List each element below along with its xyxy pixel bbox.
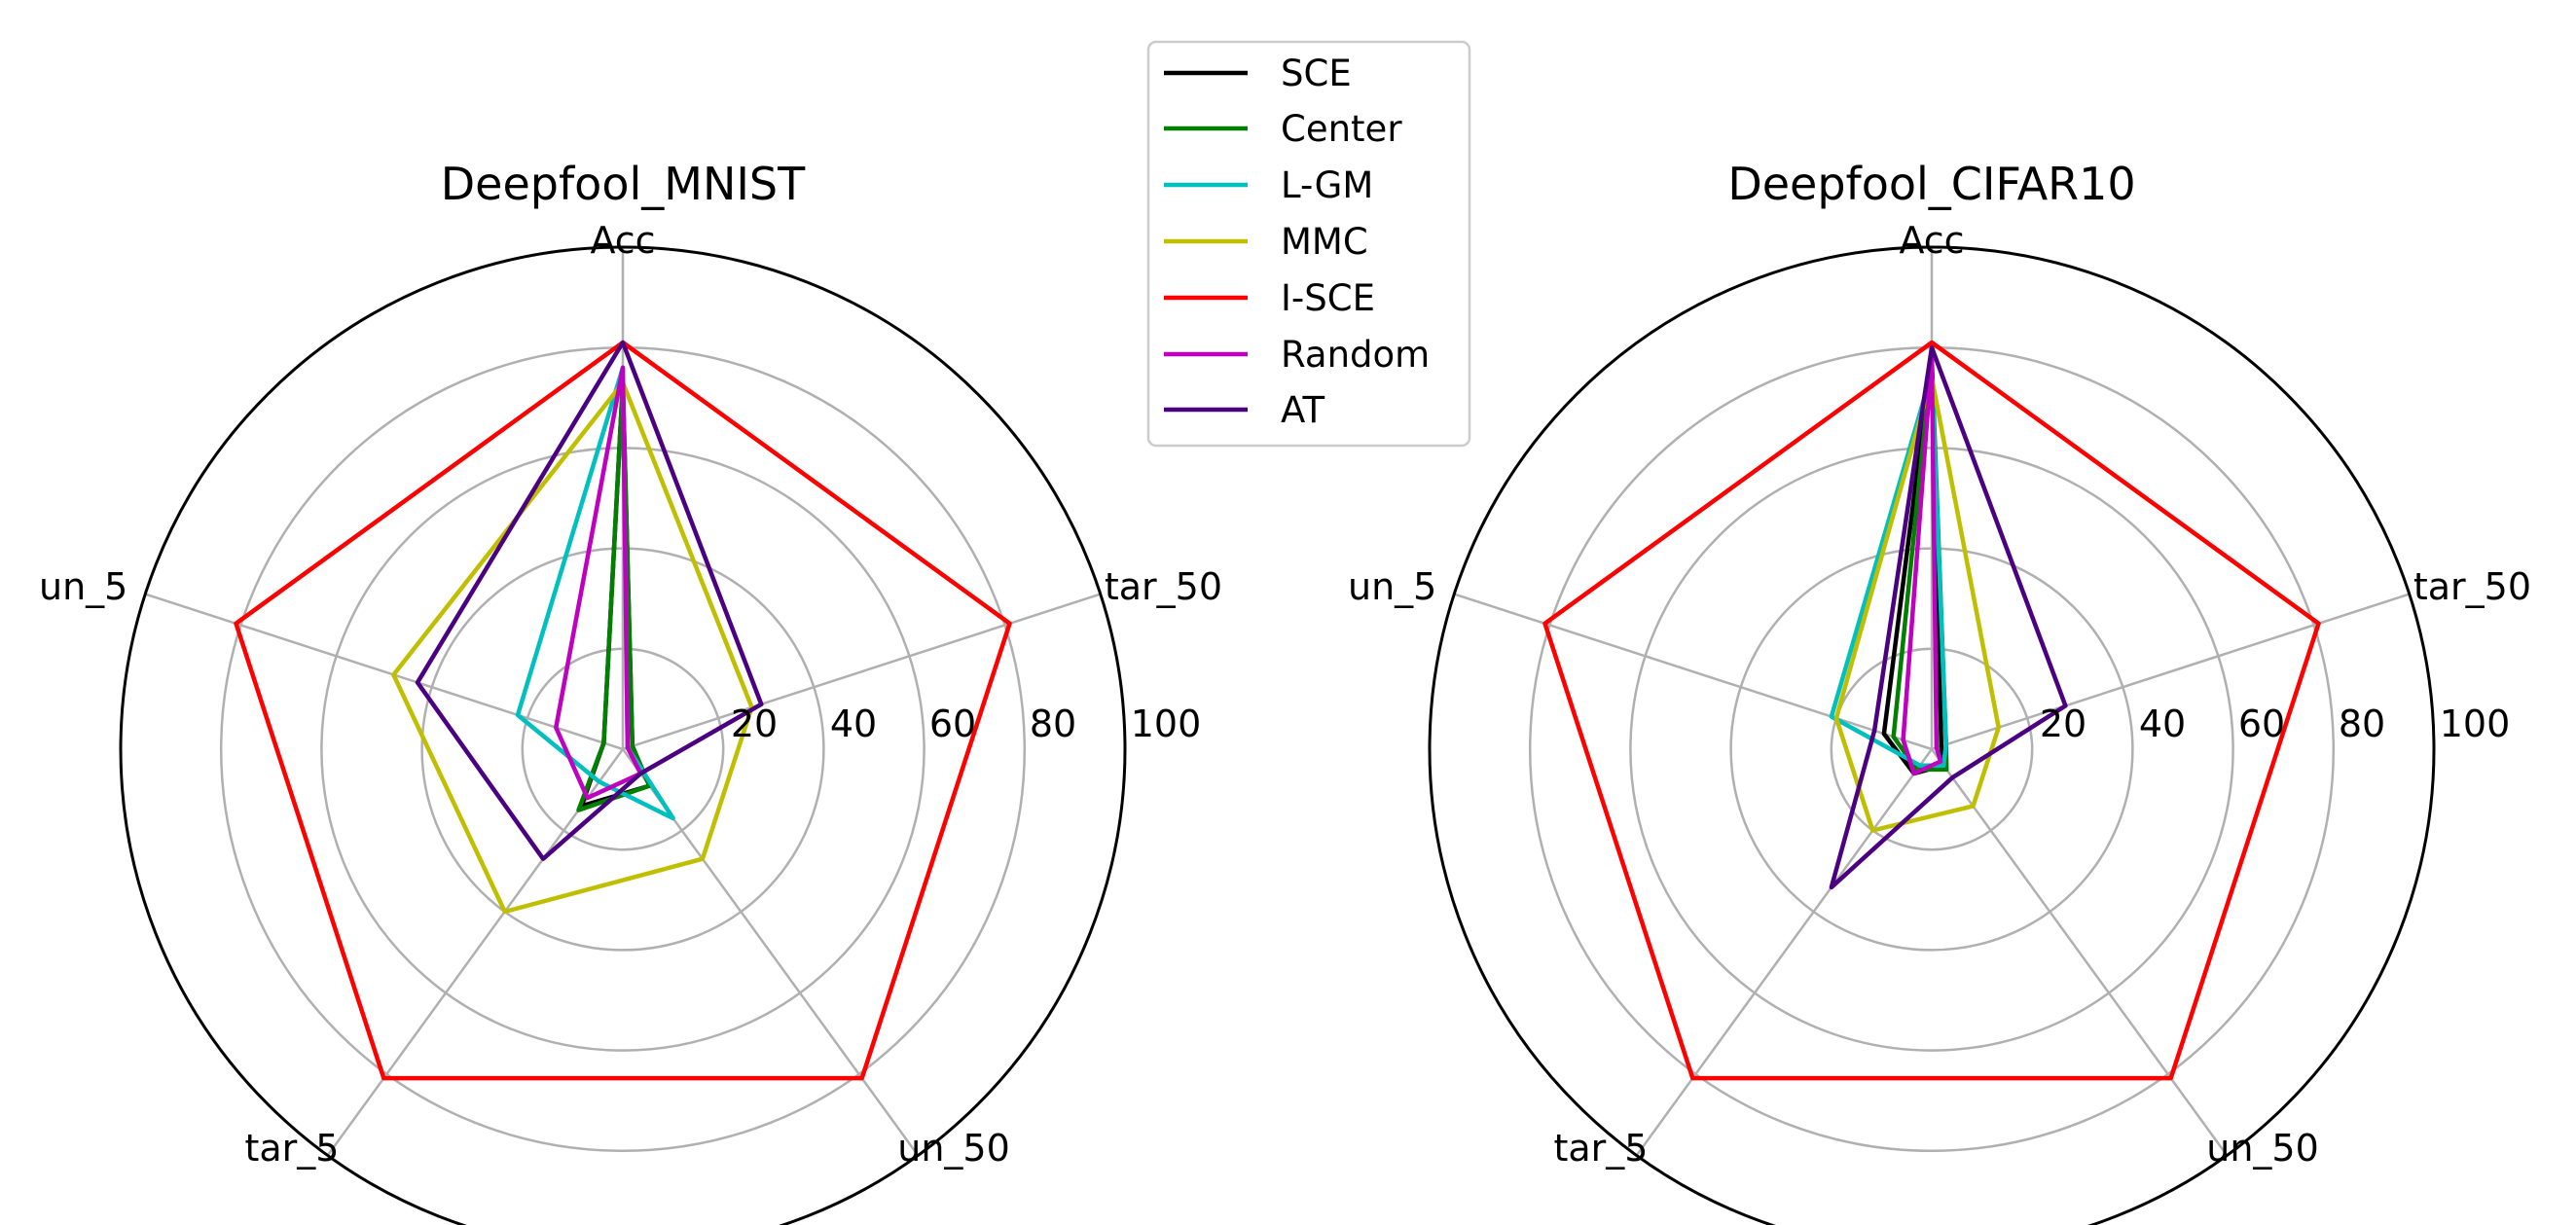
radar-chart-mnist: Deepfool_MNIST Acc tar_50 un_50 tar_5 un… [39, 158, 1222, 1225]
axis-label-un-5: un_5 [1348, 565, 1436, 608]
spoke-tar-50 [1931, 593, 2411, 751]
series-lines-cifar10 [1542, 340, 2321, 1081]
spoke-tar-50 [622, 593, 1102, 751]
spoke-un-5 [144, 593, 624, 751]
r-tick-label: 40 [2139, 703, 2186, 745]
spoke-tar-5 [326, 748, 625, 1157]
legend-entries [1164, 70, 1248, 413]
axis-label-un-50: un_50 [2206, 1127, 2319, 1170]
legend-label-sce: SCE [1281, 53, 1352, 94]
series-i-sce-mnist [234, 340, 1012, 1081]
axis-label-acc: Acc [590, 219, 655, 262]
series-at-cifar10 [1829, 344, 2068, 890]
axis-label-tar-50: tar_50 [2413, 565, 2531, 608]
series-at-mnist [415, 340, 764, 861]
chart-title-mnist: Deepfool_MNIST [441, 158, 806, 210]
series-mmc-mnist [391, 380, 754, 915]
r-tick-label: 60 [929, 703, 976, 745]
spoke-un-5 [1453, 593, 1933, 751]
chart-title-cifar10: Deepfool_CIFAR10 [1727, 158, 2135, 210]
legend-label-mmc: MMC [1281, 221, 1368, 263]
series-lines-mnist [234, 340, 1012, 1081]
axis-label-un-50: un_50 [897, 1127, 1010, 1170]
axis-label-tar-5: tar_5 [245, 1127, 340, 1170]
legend-label-random: Random [1281, 334, 1430, 376]
legend-frame [1146, 40, 1471, 448]
legend: SCE Center L-GM MMC I-SCE Random AT [1146, 40, 1471, 448]
series-random-cifar10 [1901, 355, 1943, 776]
axis-label-acc: Acc [1899, 219, 1964, 262]
r-tick-label: 60 [2238, 703, 2285, 745]
radar-chart-cifar10: Deepfool_CIFAR10 Acc tar_50 un_50 tar_5 … [1348, 158, 2531, 1225]
series-l-gm-mnist [515, 365, 675, 821]
r-tick-label: 40 [830, 703, 877, 745]
r-tick-label: 80 [1030, 703, 1076, 745]
spoke-un-50 [1930, 748, 2229, 1157]
radar-frame-cifar10 [1428, 245, 2436, 1225]
r-tick-label: 20 [731, 703, 778, 745]
r-tick-label: 100 [1131, 703, 1202, 745]
series-mmc-cifar10 [1833, 375, 2001, 833]
axis-label-un-5: un_5 [39, 565, 127, 608]
legend-label-at: AT [1281, 389, 1324, 431]
r-tick-label: 80 [2339, 703, 2385, 745]
series-sce-mnist [579, 380, 652, 809]
radar-frame-mnist [119, 245, 1127, 1225]
legend-label-isce: I-SCE [1281, 277, 1375, 319]
r-tick-label: 20 [2040, 703, 2086, 745]
series-random-mnist [554, 365, 643, 801]
spoke-tar-5 [1635, 748, 1934, 1157]
axis-label-tar-5: tar_5 [1554, 1127, 1649, 1170]
r-tick-label: 100 [2440, 703, 2511, 745]
legend-label-center: Center [1281, 108, 1402, 150]
axis-label-tar-50: tar_50 [1105, 565, 1222, 608]
legend-label-lgm: L-GM [1281, 164, 1373, 206]
grid-rings-mnist [144, 247, 1102, 1157]
series-i-sce-cifar10 [1542, 340, 2321, 1081]
